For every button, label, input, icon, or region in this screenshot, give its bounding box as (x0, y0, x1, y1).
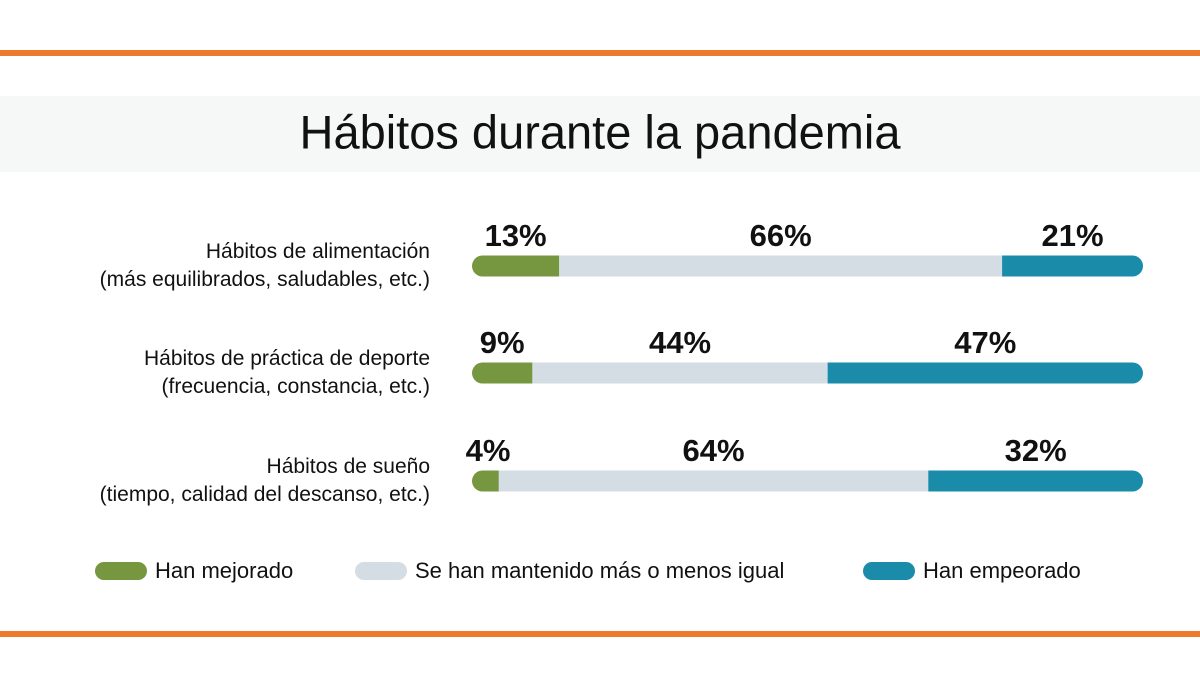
bar-segment (827, 362, 1143, 384)
value-label: 13% (485, 218, 547, 253)
bar-segment (472, 470, 499, 492)
title-band (0, 96, 1200, 172)
value-label: 66% (750, 218, 812, 253)
legend-label: Han empeorado (923, 558, 1081, 583)
bar-segment (472, 362, 533, 384)
value-label: 44% (649, 325, 711, 360)
legend-swatch (355, 562, 407, 580)
value-label: 64% (683, 433, 745, 468)
category-label: Hábitos de práctica de deporte (frecuenc… (143, 347, 430, 398)
value-label: 9% (480, 325, 525, 360)
bar-segment (498, 470, 929, 492)
bar-segment (532, 362, 828, 384)
legend-swatch (863, 562, 915, 580)
bar-segment (1002, 255, 1143, 277)
legend-label: Se han mantenido más o menos igual (415, 558, 784, 583)
chart-title: Hábitos durante la pandemia (300, 105, 902, 158)
value-label: 21% (1042, 218, 1104, 253)
value-label: 47% (954, 325, 1016, 360)
bottom-rule (0, 631, 1200, 637)
bar-row (472, 470, 1143, 492)
value-label: 4% (466, 433, 511, 468)
bar-segment (559, 255, 1003, 277)
category-label: Hábitos de alimentación (más equilibrado… (99, 240, 430, 291)
bar-row (472, 362, 1143, 384)
category-label: Hábitos de sueño (tiempo, calidad del de… (99, 455, 430, 506)
bar-segment (928, 470, 1143, 492)
value-label: 32% (1005, 433, 1067, 468)
bar-row (472, 255, 1143, 277)
top-rule (0, 50, 1200, 56)
legend-label: Han mejorado (155, 558, 293, 583)
bar-segment (472, 255, 560, 277)
legend-swatch (95, 562, 147, 580)
